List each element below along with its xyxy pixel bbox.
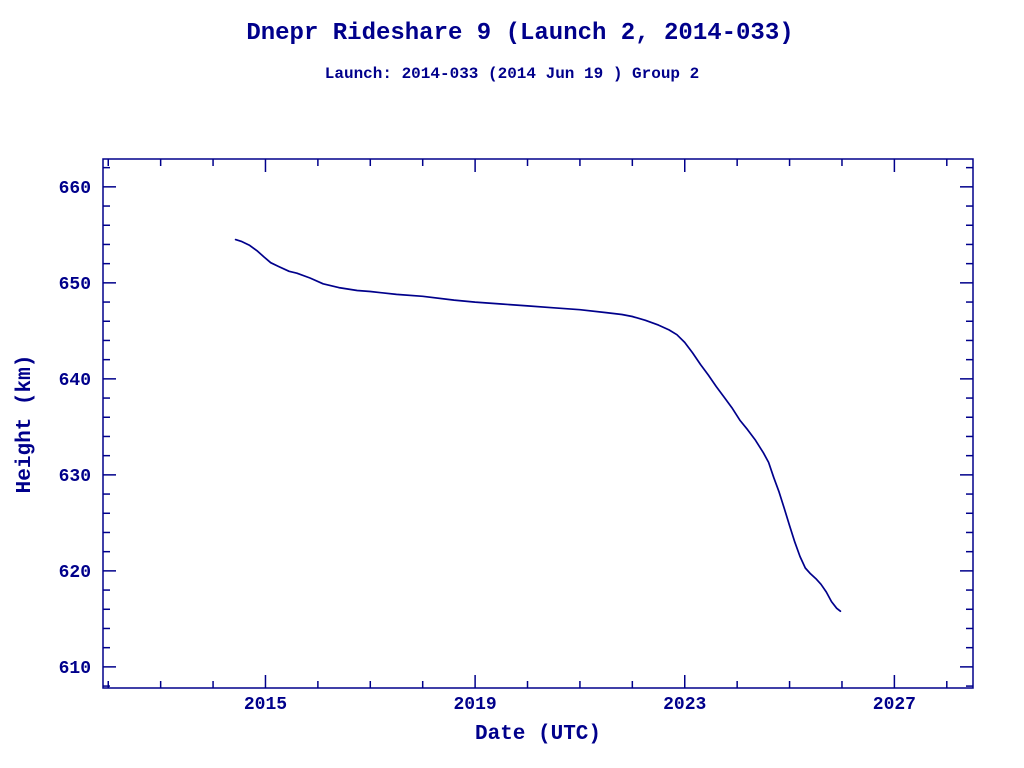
y-tick-label: 640 [59, 371, 91, 391]
chart-subtitle: Launch: 2014-033 (2014 Jun 19 ) Group 2 [325, 65, 699, 83]
y-tick-label: 650 [59, 275, 91, 295]
x-tick-label: 2015 [244, 695, 287, 715]
y-axis-title: Height (km) [14, 355, 37, 494]
x-axis-title: Date (UTC) [475, 723, 601, 746]
y-tick-label: 610 [59, 659, 91, 679]
y-tick-label: 630 [59, 467, 91, 487]
x-tick-label: 2023 [663, 695, 706, 715]
plot-area: 2015 2019 2023 2027 610 620 630 640 650 660 [59, 158, 974, 715]
y-tick-label: 660 [59, 179, 91, 199]
y-tick-label: 620 [59, 563, 91, 583]
x-tick-label: 2019 [453, 695, 496, 715]
chart-title: Dnepr Rideshare 9 (Launch 2, 2014-033) [246, 20, 793, 47]
plot-frame [102, 158, 974, 689]
x-tick-label: 2027 [873, 695, 916, 715]
orbit-height-line [234, 238, 842, 613]
